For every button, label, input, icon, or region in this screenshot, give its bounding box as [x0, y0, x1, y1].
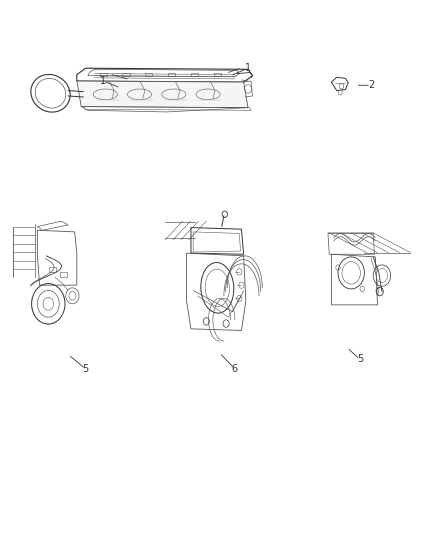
- Text: 2: 2: [367, 80, 373, 90]
- Text: 6: 6: [231, 364, 237, 374]
- Text: 1: 1: [244, 63, 251, 73]
- Text: 5: 5: [356, 354, 362, 364]
- Text: 5: 5: [82, 364, 88, 374]
- Text: 1: 1: [100, 76, 106, 86]
- Polygon shape: [77, 81, 247, 108]
